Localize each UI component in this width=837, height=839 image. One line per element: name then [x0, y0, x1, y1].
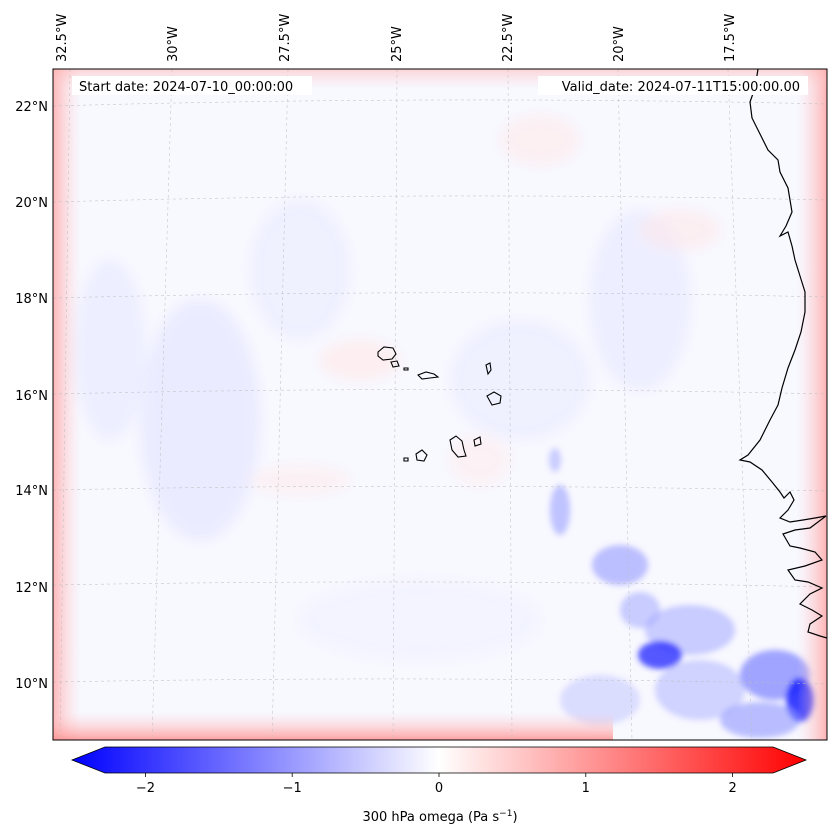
colorbar-tick-label: 0 — [435, 781, 443, 796]
valid-date-label: Valid_date: 2024-07-11T15:00:00.00 — [562, 80, 800, 95]
island-sal — [485, 362, 492, 376]
map-border — [52, 68, 828, 741]
lat-label: 12°N — [15, 581, 48, 596]
island-brava — [403, 457, 409, 462]
island-santiago — [449, 435, 467, 458]
lon-label: 20°W — [612, 26, 627, 62]
lon-label: 22.5°W — [501, 14, 516, 62]
lat-label: 22°N — [15, 100, 48, 115]
island-boa-vista — [486, 391, 502, 406]
graticule — [53, 69, 827, 740]
omega-blue-region — [549, 448, 814, 738]
lat-label: 18°N — [15, 292, 48, 307]
lat-label: 14°N — [15, 484, 48, 499]
island-sao-vicente — [390, 360, 400, 368]
colorbar-title: 300 hPa omega (Pa s−1) — [362, 809, 517, 825]
colorbar-tick-label: −2 — [136, 781, 155, 796]
lon-label: 32.5°W — [55, 14, 70, 62]
lat-label: 16°N — [15, 389, 48, 404]
colorbar-tick-label: 1 — [582, 781, 590, 796]
boundary-bottom — [53, 712, 613, 740]
start-date-label: Start date: 2024-07-10_00:00:00 — [79, 80, 293, 95]
colorbar-ticks: −2 −1 0 1 2 — [136, 773, 737, 796]
colorbar-tick-label: 2 — [728, 781, 736, 796]
lat-label: 10°N — [15, 677, 48, 692]
lat-label: 20°N — [15, 196, 48, 211]
island-maio — [473, 436, 482, 447]
valid-date-box — [538, 76, 808, 95]
latitude-labels: 22°N 20°N 18°N 16°N 14°N 12°N 10°N — [15, 100, 48, 692]
colorbar-tick-label: −1 — [283, 781, 302, 796]
lon-label: 27.5°W — [278, 14, 293, 62]
colorbar-bar — [70, 746, 808, 774]
start-date-box — [72, 76, 312, 95]
lon-label: 17.5°W — [723, 14, 738, 62]
island-santa-luzia — [403, 367, 409, 371]
island-fogo — [415, 449, 428, 462]
lon-label: 30°W — [166, 26, 181, 62]
boundary-right — [797, 69, 827, 740]
boundary-left — [53, 69, 81, 740]
island-santo-antao — [377, 346, 397, 361]
africa-coastline — [738, 69, 827, 639]
colorbar: −2 −1 0 1 2 300 hPa omega (Pa s−1) — [70, 746, 808, 825]
cape-verde-islands — [377, 346, 502, 462]
map-panel — [53, 69, 827, 740]
colorbar-title-end: ) — [512, 810, 517, 825]
lon-label: 25°W — [390, 26, 405, 62]
colorbar-title-main: 300 hPa omega (Pa s — [362, 810, 499, 825]
island-sao-nicolau — [417, 371, 440, 380]
colorbar-title-sup: −1 — [499, 809, 512, 819]
longitude-labels: 32.5°W 30°W 27.5°W 25°W 22.5°W 20°W 17.5… — [55, 14, 738, 62]
